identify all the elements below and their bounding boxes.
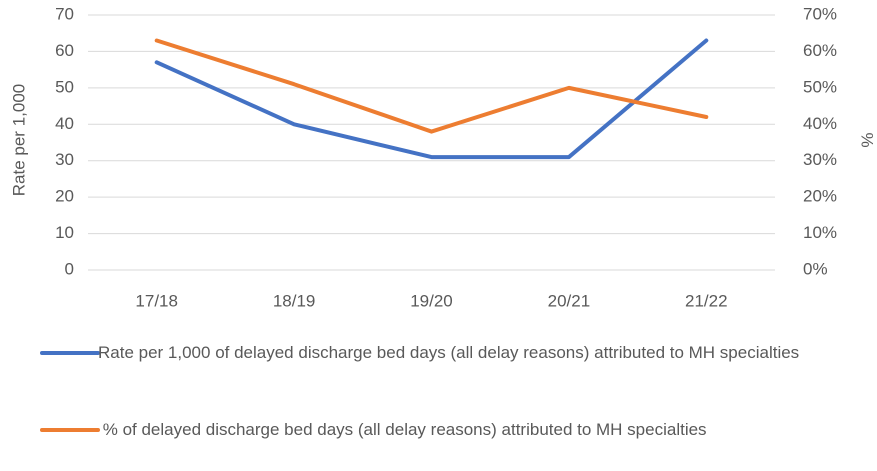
y2-tick-label: 0%	[803, 259, 828, 278]
x-tick-label: 18/19	[273, 291, 316, 310]
y2-tick-label: 50%	[803, 77, 837, 96]
series-line	[154, 38, 709, 160]
y-tick-label: 70	[55, 4, 74, 23]
y-tick-label: 50	[55, 77, 74, 96]
y-tick-label: 0	[65, 259, 74, 278]
y2-tick-label: 60%	[803, 41, 837, 60]
series-line	[154, 38, 709, 134]
y2-tick-label: 20%	[803, 187, 837, 206]
x-tick-label: 20/21	[548, 291, 591, 310]
y2-axis-title: %	[858, 132, 877, 147]
legend-label: Rate per 1,000 of delayed discharge bed …	[98, 343, 800, 362]
x-tick-label: 21/22	[685, 291, 728, 310]
x-tick-label: 17/18	[135, 291, 178, 310]
y-tick-label: 20	[55, 187, 74, 206]
y2-tick-label: 10%	[803, 223, 837, 242]
y2-tick-label: 40%	[803, 114, 837, 133]
x-tick-label: 19/20	[410, 291, 453, 310]
y-tick-label: 30	[55, 150, 74, 169]
y-axis-title: Rate per 1,000	[9, 84, 28, 196]
y2-tick-label: 30%	[803, 150, 837, 169]
legend-label: % of delayed discharge bed days (all del…	[98, 420, 707, 439]
y-tick-label: 10	[55, 223, 74, 242]
y-tick-label: 60	[55, 41, 74, 60]
y2-tick-label: 70%	[803, 4, 837, 23]
y-tick-label: 40	[55, 114, 74, 133]
